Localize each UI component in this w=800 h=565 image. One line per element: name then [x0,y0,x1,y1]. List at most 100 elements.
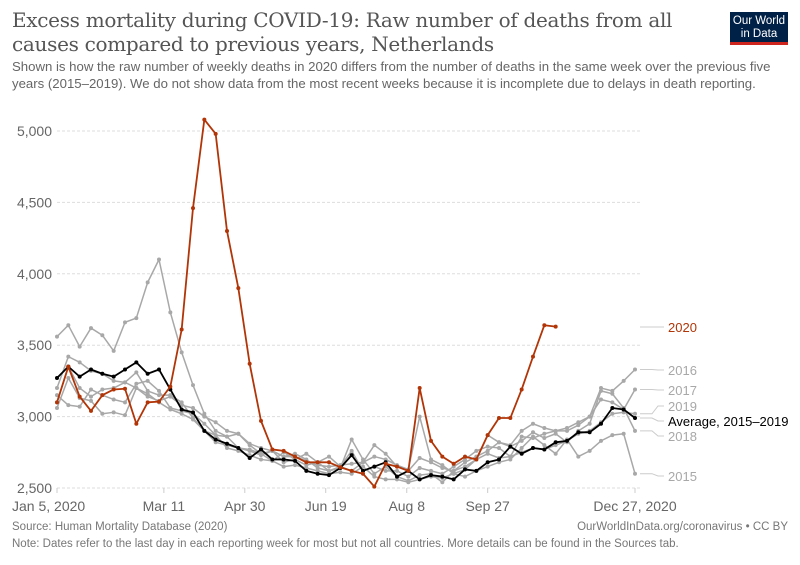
data-point [519,434,524,439]
data-point [406,468,411,473]
data-point [440,466,445,471]
data-point [89,398,93,403]
data-point [111,374,116,379]
data-point [633,387,637,392]
data-point [451,464,456,469]
logo-line-1: Our World [732,15,786,27]
data-point [191,410,195,415]
data-point [123,400,127,405]
data-point [565,426,569,431]
data-point [213,437,218,442]
series-end-label: 2018 [668,429,697,444]
data-point [542,436,547,441]
data-point [553,443,558,448]
data-point [383,451,388,456]
data-point [304,468,309,473]
chart-title: Excess mortality during COVID-19: Raw nu… [12,8,673,56]
data-point [361,468,365,473]
series-end-label: 2020 [668,320,697,335]
data-point [66,323,71,328]
label-connector [640,405,664,415]
data-point [633,411,637,416]
data-point [383,468,388,473]
data-point [179,350,184,355]
data-point [553,324,558,329]
data-point [134,316,139,321]
data-point [327,464,331,469]
data-point [89,408,93,413]
data-point [621,407,626,412]
data-point [542,431,547,436]
data-point [55,393,59,398]
data-point [417,456,422,461]
owid-logo[interactable]: Our World in Data [730,12,788,45]
y-tick-label: 4,500 [17,194,52,210]
data-point [519,387,524,392]
data-point [621,431,626,436]
series-end-label: 2017 [668,383,697,398]
data-point [225,228,229,233]
data-point [451,471,456,476]
data-point [349,437,354,442]
x-tick-label: Jun 19 [305,498,347,514]
data-point [599,386,603,391]
data-point [134,381,139,386]
data-point [315,463,320,468]
data-point [610,391,615,396]
data-point [315,468,320,473]
x-tick-label: Jan 5, 2020 [12,498,85,514]
data-point [417,414,422,419]
data-point [429,468,433,473]
data-point [134,421,139,426]
data-point [327,460,331,465]
series-end-label: 2015 [668,469,697,484]
y-tick-label: 3,500 [17,337,52,353]
data-point [508,454,513,459]
data-point [610,388,615,393]
data-point [123,380,127,385]
data-point [429,473,433,478]
data-point [77,374,82,379]
note-text: Note: Dates refer to the last day in eac… [12,538,679,550]
data-point [349,448,354,453]
data-point [247,441,252,446]
data-point [519,451,524,456]
data-point [168,394,173,399]
data-point [179,407,184,412]
data-point [213,131,218,136]
data-point [463,457,467,462]
logo-line-2: in Data [740,28,778,40]
data-point [576,430,581,435]
data-point [440,474,445,479]
data-point [395,464,399,469]
data-point [304,460,309,465]
series-end-label: 2019 [668,399,697,414]
data-point [485,451,490,456]
data-point [621,378,626,383]
data-point [281,460,286,465]
data-point [202,428,207,433]
credit-link[interactable]: OurWorldInData.org/coronavirus • CC BY [577,521,788,533]
data-point [191,416,195,421]
data-point [77,360,82,365]
data-point [361,460,365,465]
data-point [247,447,252,452]
data-point [587,421,592,426]
data-point [553,440,558,445]
data-point [236,431,241,436]
data-point [406,474,411,479]
data-point [225,441,229,446]
x-tick-label: Sep 27 [465,498,510,514]
data-point [55,406,59,411]
data-point [134,360,139,365]
data-point [145,388,150,393]
data-point [474,468,479,473]
data-point [315,460,320,465]
data-point [281,457,286,462]
data-point [474,448,479,453]
data-point [100,333,105,338]
data-point [485,460,490,465]
data-point [429,438,433,443]
data-point [599,388,603,393]
data-point [293,454,297,459]
